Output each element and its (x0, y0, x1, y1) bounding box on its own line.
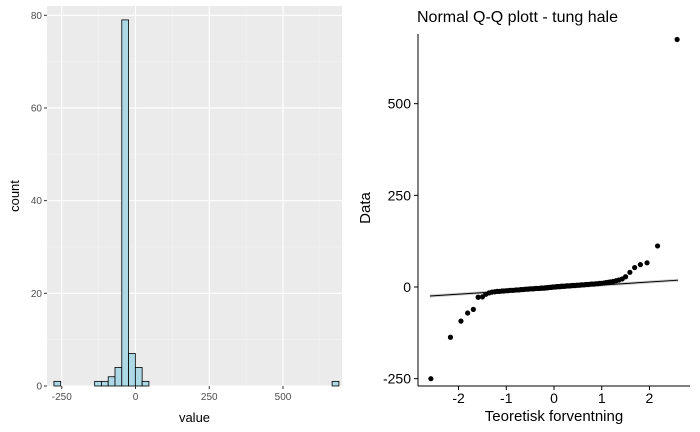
qq-point (428, 376, 434, 382)
qq-x-axis-label: Teoretisk forventning (485, 408, 623, 425)
histogram-x-ticks: -250 0 250 500 (52, 386, 292, 403)
qq-point (465, 310, 471, 316)
histogram-bar (134, 367, 143, 387)
histogram-x-tick-label: 500 (275, 392, 292, 403)
histogram-panel-background (47, 6, 342, 386)
qq-point (627, 269, 633, 275)
histogram-y-tick-label: 20 (31, 289, 43, 300)
qq-x-tick-label: 1 (598, 390, 606, 406)
qq-point (654, 243, 661, 249)
qq-x-tick-label: 0 (550, 390, 558, 406)
qq-y-tick-label: 250 (388, 187, 412, 203)
histogram-y-tick-label: 40 (31, 196, 43, 207)
histogram-bar (331, 380, 340, 387)
qq-points (428, 36, 680, 382)
qq-y-tick-label: -250 (383, 371, 411, 387)
qq-x-ticks: -2 -1 0 1 2 (452, 386, 654, 406)
qq-y-ticks: -250 0 250 500 (383, 96, 418, 387)
histogram-chart: 0 20 40 60 80 -250 0 250 500 value count (7, 6, 342, 425)
qq-point (637, 262, 643, 268)
qq-point (458, 318, 464, 324)
histogram-y-tick-label: 80 (31, 11, 43, 22)
histogram-bar (101, 380, 109, 387)
qq-point (644, 260, 650, 266)
histogram-bar (114, 367, 123, 387)
histogram-x-axis-label: value (179, 410, 210, 425)
histogram-bar (128, 353, 136, 387)
histogram-y-ticks: 0 20 40 60 80 (31, 11, 47, 393)
qq-point (622, 274, 629, 280)
qq-chart: Normal Q-Q plott - tung hale -250 0 250 500… (357, 9, 690, 425)
qq-x-tick-label: -2 (452, 390, 465, 406)
histogram-x-tick-label: 250 (201, 392, 218, 403)
qq-point (475, 294, 481, 300)
histogram-y-tick-label: 0 (36, 382, 42, 393)
histogram-y-tick-label: 60 (31, 103, 43, 114)
histogram-bar (53, 380, 62, 387)
qq-y-axis-label: Data (357, 192, 374, 224)
histogram-y-axis-label: count (7, 180, 22, 212)
qq-point (470, 306, 476, 312)
histogram-bar (94, 380, 102, 387)
qq-y-tick-label: 0 (403, 279, 411, 295)
qq-point (674, 36, 680, 43)
qq-x-tick-label: -1 (500, 390, 513, 406)
histogram-bars (53, 19, 340, 387)
histogram-bar (121, 19, 129, 387)
qq-x-tick-label: 2 (646, 390, 654, 406)
qq-title: Normal Q-Q plott - tung hale (417, 9, 618, 26)
qq-y-tick-label: 500 (388, 96, 412, 112)
qq-point (447, 334, 454, 340)
qq-point (632, 264, 638, 271)
histogram-bar (141, 380, 150, 387)
histogram-x-tick-label: -250 (52, 392, 72, 403)
histogram-bar (107, 376, 116, 387)
histogram-gridlines (47, 6, 342, 387)
histogram-x-tick-label: 0 (133, 392, 139, 403)
